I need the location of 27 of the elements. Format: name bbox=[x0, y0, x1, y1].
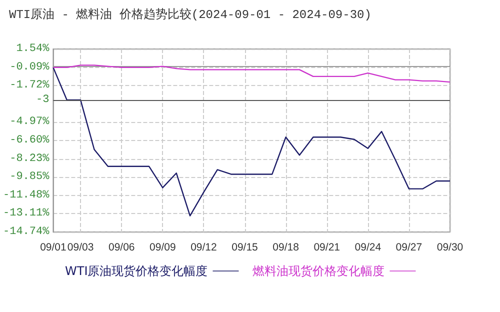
x-tick-label: 09/15 bbox=[232, 242, 258, 254]
x-tick-label: 09/30 bbox=[436, 242, 464, 254]
x-tick-label: 09/21 bbox=[314, 242, 340, 254]
x-tick-label: 09/06 bbox=[108, 242, 135, 254]
line-series bbox=[52, 64, 451, 83]
y-tick-label: -11.48% bbox=[2, 189, 50, 202]
y-tick-label: -14.74% bbox=[2, 226, 50, 238]
x-tick-label: 09/27 bbox=[396, 242, 422, 254]
y-tick-label: -1.72% bbox=[10, 80, 50, 92]
x-tick-label: 09/18 bbox=[272, 242, 300, 254]
y-tick-label: -6.60% bbox=[10, 134, 50, 146]
x-tick-label: 09/01 bbox=[40, 242, 67, 254]
y-tick-label: 1.54% bbox=[16, 43, 50, 55]
y-tick-label: -4.97% bbox=[10, 116, 50, 128]
chart-title: WTI原油 - 燃料油 价格趋势比较(2024-09-01 - 2024-09-30) bbox=[9, 8, 372, 22]
line-series bbox=[52, 66, 451, 216]
y-tick-label: -9.85% bbox=[10, 171, 50, 184]
x-tick-label: 09/12 bbox=[190, 242, 218, 254]
y-tick-label: -13.11% bbox=[2, 208, 50, 220]
legend-label: 燃料油现货价格变化幅度 bbox=[252, 264, 385, 278]
legend-label: WTI原油现货价格变化幅度 bbox=[65, 264, 208, 278]
x-tick-label: 09/24 bbox=[354, 242, 382, 254]
y-tick-label: -0.09% bbox=[10, 61, 50, 74]
y-tick-label: -3 bbox=[36, 94, 50, 106]
x-tick-label: 09/09 bbox=[150, 242, 176, 254]
y-tick-label: -8.23% bbox=[10, 152, 50, 165]
x-tick-label: 09/03 bbox=[67, 242, 94, 254]
